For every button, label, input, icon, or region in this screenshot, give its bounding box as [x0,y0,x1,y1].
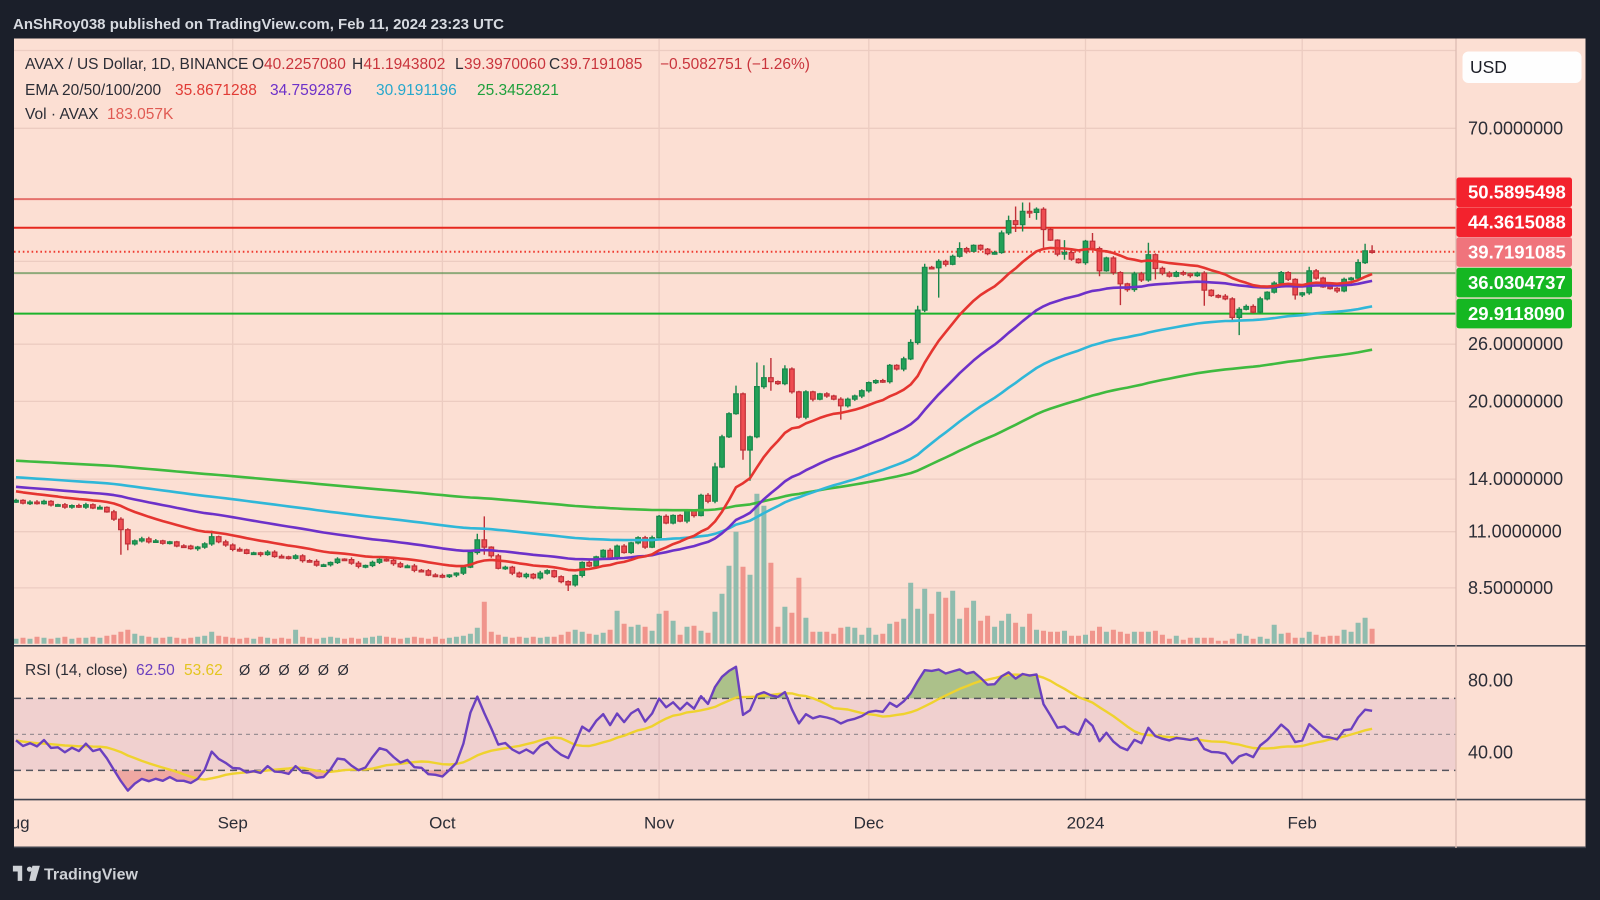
svg-text:44.3615088: 44.3615088 [1468,212,1566,233]
svg-text:41.1943802: 41.1943802 [364,56,446,73]
svg-text:TradingView: TradingView [44,867,139,884]
svg-text:USD: USD [1470,57,1507,77]
svg-text:26.0000000: 26.0000000 [1468,334,1563,354]
svg-text:Ø: Ø [259,663,270,679]
svg-text:L: L [455,56,464,73]
svg-text:Nov: Nov [644,814,675,833]
svg-text:183.057K: 183.057K [107,106,174,123]
svg-text:50.5895498: 50.5895498 [1468,182,1566,203]
svg-text:8.5000000: 8.5000000 [1468,578,1553,598]
svg-text:20.0000000: 20.0000000 [1468,391,1563,411]
svg-text:80.00: 80.00 [1468,670,1513,690]
svg-text:36.0304737: 36.0304737 [1468,272,1566,293]
svg-text:70.0000000: 70.0000000 [1468,118,1563,138]
svg-text:35.8671288: 35.8671288 [175,82,257,99]
svg-text:O: O [252,56,264,73]
svg-text:Sep: Sep [218,814,248,833]
svg-text:25.3452821: 25.3452821 [477,82,559,99]
svg-text:H: H [352,56,363,73]
svg-text:40.2257080: 40.2257080 [264,56,346,73]
svg-text:39.7191085: 39.7191085 [1468,241,1566,262]
svg-text:30.9191196: 30.9191196 [376,82,457,99]
svg-text:Aug: Aug [0,814,30,833]
svg-text:11.0000000: 11.0000000 [1468,522,1562,542]
svg-text:AVAX / US Dollar, 1D, BINANCE: AVAX / US Dollar, 1D, BINANCE [25,56,248,73]
svg-text:EMA 20/50/100/200: EMA 20/50/100/200 [25,82,162,99]
svg-text:Ø: Ø [239,663,250,679]
svg-text:RSI (14, close): RSI (14, close) [25,662,128,679]
svg-text:29.9118090: 29.9118090 [1468,303,1565,324]
svg-text:39.3970060: 39.3970060 [464,56,546,73]
svg-text:C: C [549,56,560,73]
svg-text:AnShRoy038 published on Tradin: AnShRoy038 published on TradingView.com,… [13,16,504,33]
svg-text:53.62: 53.62 [184,662,223,679]
svg-text:Feb: Feb [1288,814,1317,833]
svg-text:Ø: Ø [298,663,309,679]
svg-text:Oct: Oct [429,814,456,833]
svg-text:39.7191085: 39.7191085 [561,56,643,73]
svg-text:Ø: Ø [278,663,289,679]
svg-text:Vol · AVAX: Vol · AVAX [25,106,99,123]
svg-text:Ø: Ø [338,663,349,679]
svg-text:2024: 2024 [1067,814,1105,833]
svg-text:40.00: 40.00 [1468,742,1513,762]
svg-text:−0.5082751 (−1.26%): −0.5082751 (−1.26%) [660,56,810,73]
svg-text:14.0000000: 14.0000000 [1468,469,1563,489]
svg-text:34.7592876: 34.7592876 [270,82,352,99]
svg-text:Dec: Dec [854,814,885,833]
svg-text:62.50: 62.50 [136,662,175,679]
svg-text:Ø: Ø [318,663,329,679]
